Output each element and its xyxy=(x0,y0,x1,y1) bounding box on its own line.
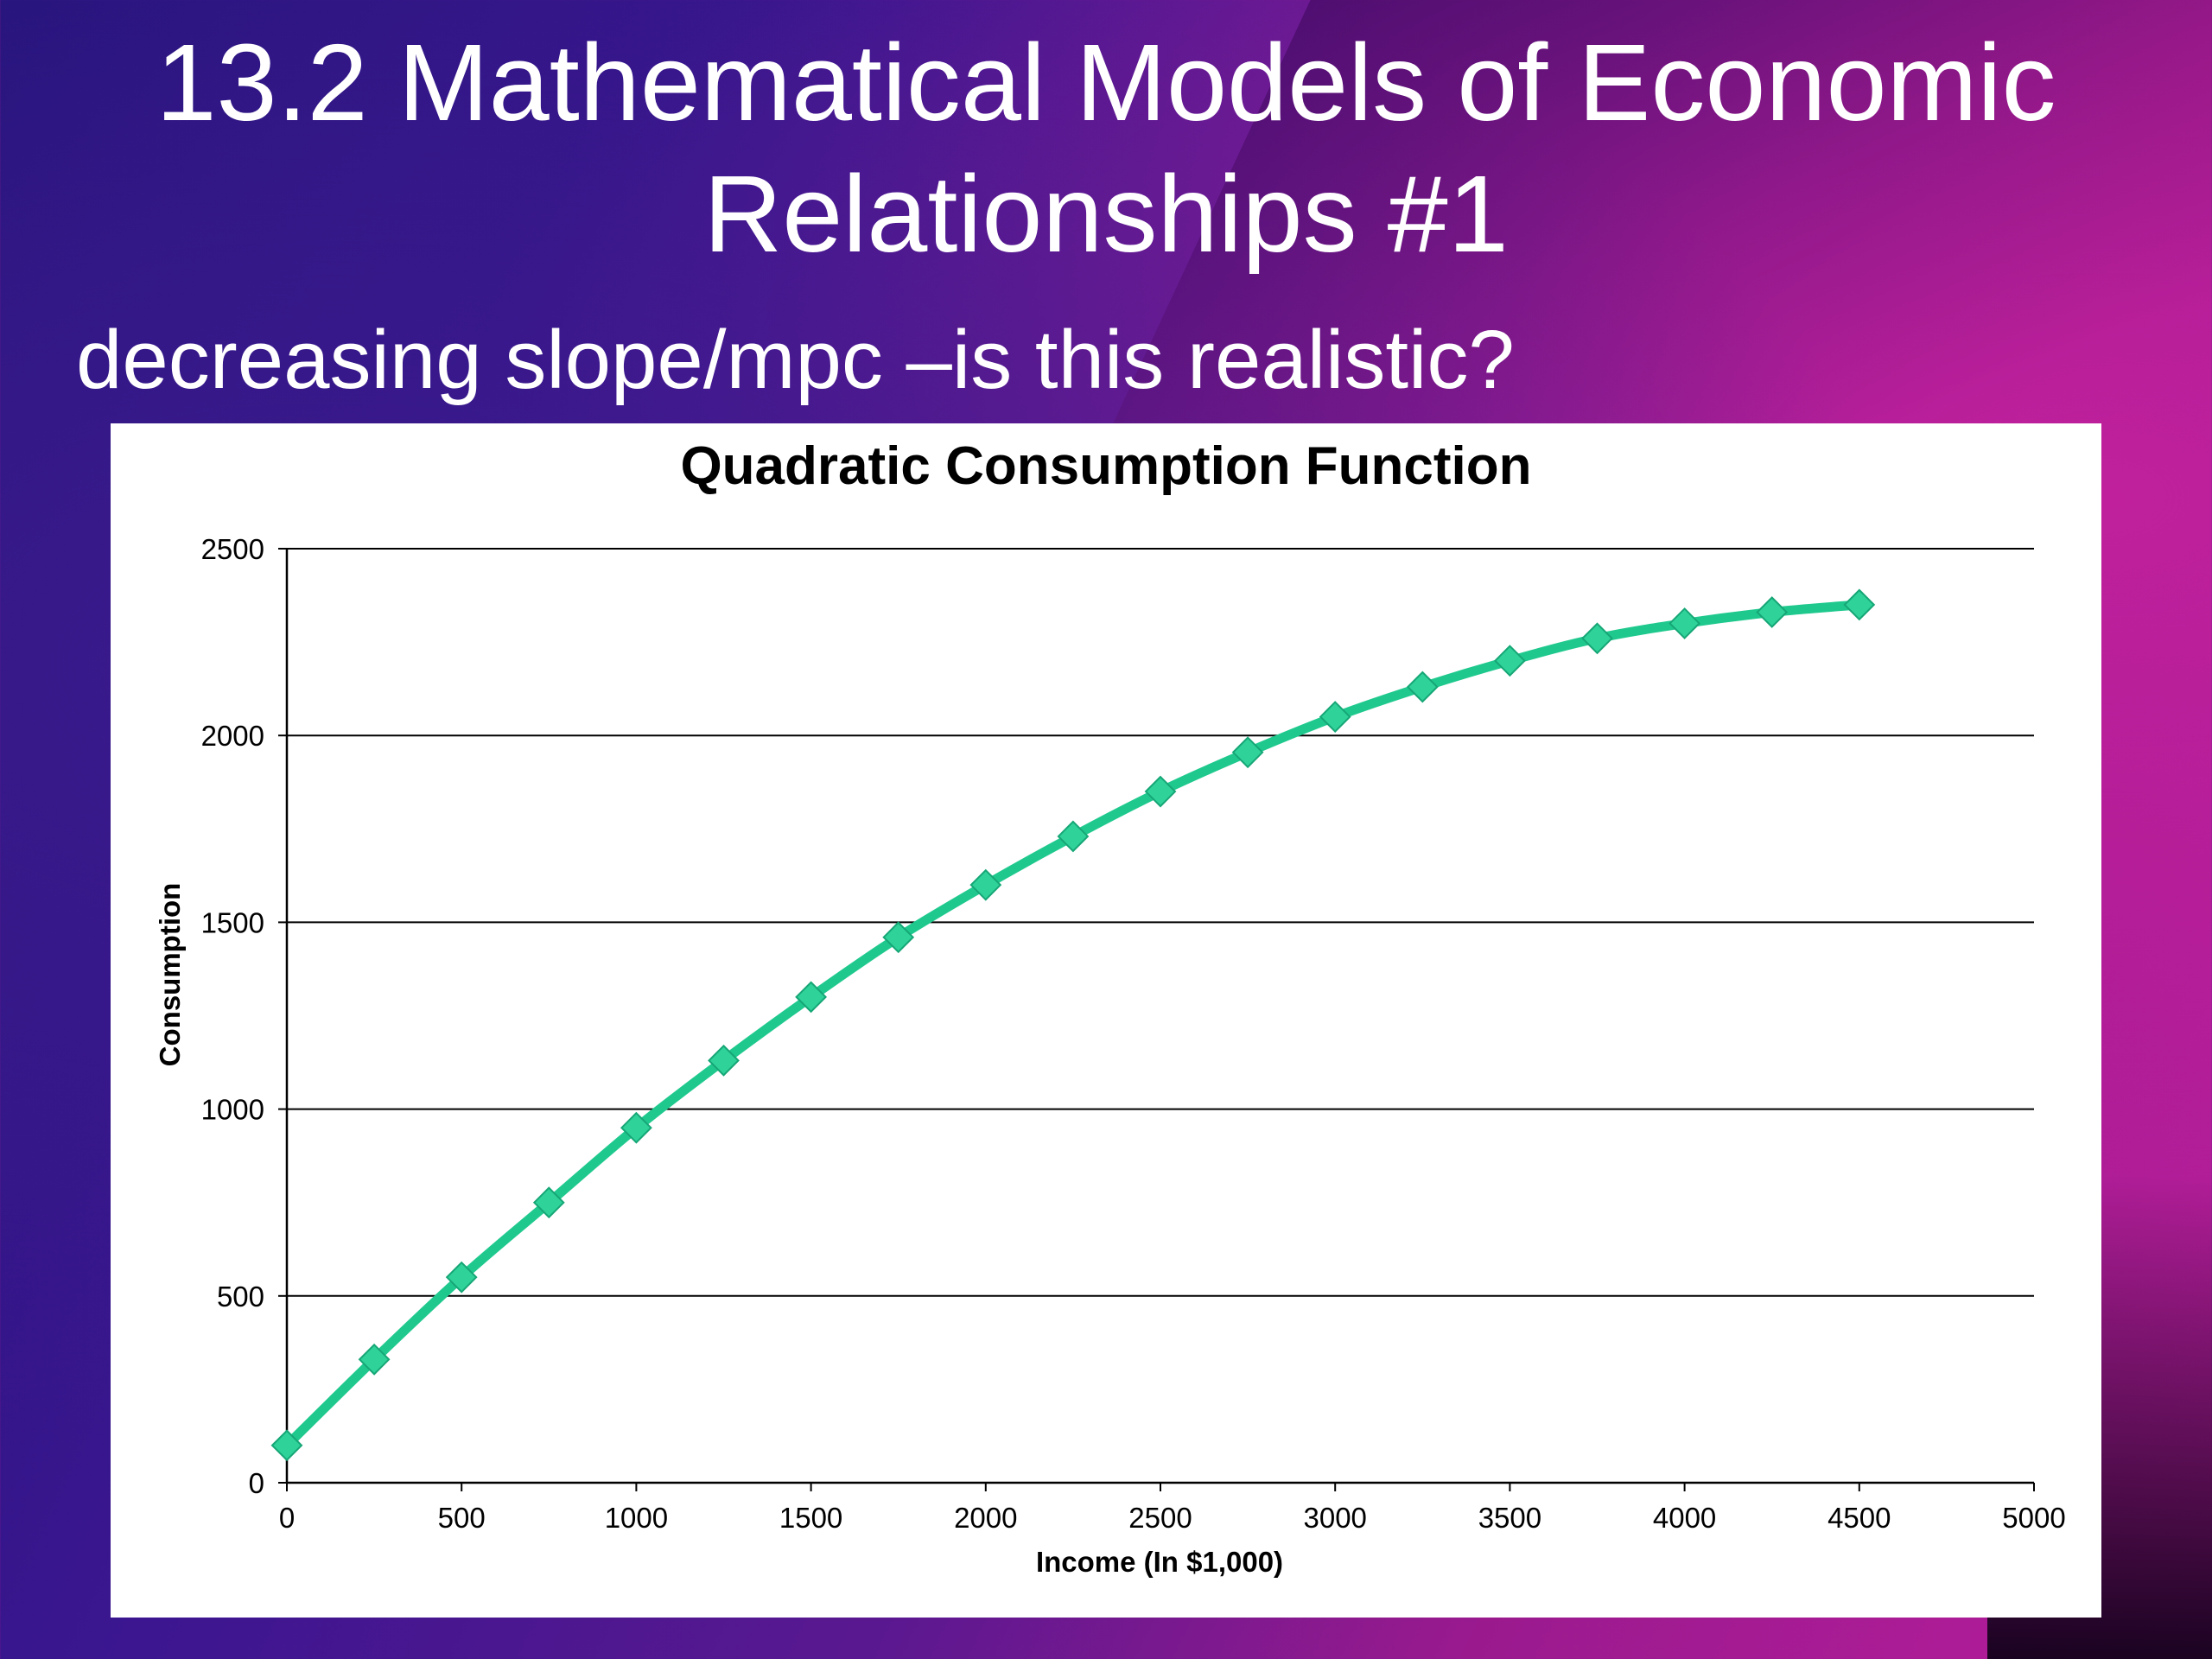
data-point-0 xyxy=(270,1429,303,1462)
chart: Quadratic Consumption Function 0 500 1000 1… xyxy=(154,436,2066,1578)
x-tick-label-6: 3000 xyxy=(1303,1502,1366,1534)
y-tick-label-3: 1500 xyxy=(201,906,264,938)
slide-subtitle: decreasing slope/mpc –is this realistic? xyxy=(76,314,1515,406)
x-tick-labels: 0 500 1000 1500 2000 2500 3000 3500 4000 4500 5000 xyxy=(279,1502,2066,1534)
data-point-3 xyxy=(532,1186,565,1219)
chart-title: Quadratic Consumption Function xyxy=(680,436,1531,496)
axes xyxy=(285,549,2035,1491)
y-tick-label-1: 500 xyxy=(217,1281,264,1313)
chart-panel: Quadratic Consumption Function 0 500 1000 1… xyxy=(111,423,2101,1618)
slide-title: 13.2 Mathematical Models of Economic Rel… xyxy=(156,22,2056,275)
data-point-16 xyxy=(1669,607,1701,639)
y-tick-labels: 0 500 1000 1500 2000 2500 xyxy=(201,533,264,1499)
x-tick-label-0: 0 xyxy=(279,1502,295,1534)
y-tick-label-4: 2000 xyxy=(201,720,264,752)
y-axis-title: Consumption xyxy=(154,883,186,1067)
x-tick-label-9: 4500 xyxy=(1827,1502,1891,1534)
y-tick-label-2: 1000 xyxy=(201,1094,264,1126)
series-consumption xyxy=(270,588,1876,1462)
data-point-4 xyxy=(620,1111,652,1144)
x-tick-label-3: 1500 xyxy=(779,1502,842,1534)
data-point-1 xyxy=(358,1343,391,1376)
series-line xyxy=(282,600,1865,1451)
data-point-7 xyxy=(882,921,915,954)
x-tick-label-2: 1000 xyxy=(605,1502,668,1534)
data-point-11 xyxy=(1231,736,1264,769)
x-tick-label-10: 5000 xyxy=(2002,1502,2065,1534)
data-point-8 xyxy=(969,868,1002,901)
data-point-17 xyxy=(1756,596,1789,628)
data-point-10 xyxy=(1144,775,1177,808)
data-point-18 xyxy=(1843,588,1876,621)
x-axis-title: Income (In $1,000) xyxy=(1036,1546,1283,1578)
data-point-14 xyxy=(1493,645,1526,677)
x-tick-label-1: 500 xyxy=(438,1502,486,1534)
data-point-12 xyxy=(1319,701,1351,733)
data-point-5 xyxy=(708,1044,740,1077)
data-point-6 xyxy=(795,981,828,1014)
data-point-2 xyxy=(445,1261,478,1294)
data-point-15 xyxy=(1581,622,1613,655)
data-point-9 xyxy=(1057,820,1090,853)
x-tick-label-4: 2000 xyxy=(954,1502,1017,1534)
gridlines xyxy=(278,548,2034,1484)
x-tick-label-8: 4000 xyxy=(1653,1502,1716,1534)
data-point-13 xyxy=(1406,671,1439,703)
x-tick-label-5: 2500 xyxy=(1128,1502,1192,1534)
x-tick-label-7: 3500 xyxy=(1478,1502,1541,1534)
y-tick-label-5: 2500 xyxy=(201,533,264,565)
y-tick-label-0: 0 xyxy=(249,1467,264,1499)
